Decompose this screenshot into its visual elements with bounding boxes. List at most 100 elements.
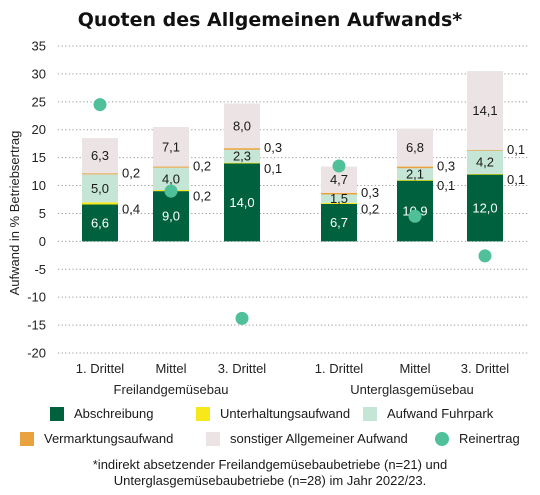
data-label: 0,4: [122, 201, 140, 216]
bar-segment-abschreibung: [82, 204, 118, 242]
data-label: 14,0: [229, 195, 254, 210]
value-labels: 6,6 5,0 6,3 0,2 0,4 9,0 4,0 7,1 0,2 0,2 14,0 2,3 8,0…: [91, 103, 525, 230]
chart: Quoten des Allgemeinen Aufwands* 35 30 25 2…: [7, 9, 528, 397]
legend-swatch: [196, 406, 210, 421]
bar-segment-sonstiger: [82, 138, 118, 174]
bar-segment-sonstiger: [224, 103, 260, 149]
y-tick-label: 35: [32, 39, 46, 54]
data-label: 0,2: [193, 159, 211, 174]
x-tick-label: Mittel: [399, 361, 430, 376]
data-label: 0,1: [507, 172, 525, 187]
data-label: 6,8: [406, 140, 424, 155]
y-axis-label: Aufwand in % Betriebsertrag: [7, 131, 22, 296]
bar-segment-fuhrpark: [467, 150, 503, 174]
bar-segment-abschreibung: [321, 203, 357, 242]
bar-segment-vermarktung: [224, 148, 260, 150]
data-label: 2,3: [233, 149, 251, 164]
bar-segment-vermarktung: [153, 166, 189, 168]
bar-segment-vermarktung: [467, 149, 503, 151]
y-tick-label: -10: [27, 290, 46, 305]
bar-segment-unterhaltung: [82, 202, 118, 205]
bar-segment-vermarktung: [82, 173, 118, 175]
data-label: 0,1: [264, 161, 282, 176]
data-label: 0,3: [264, 140, 282, 155]
x-group-label: Freilandgemüsebau: [114, 382, 229, 397]
bar-segment-fuhrpark: [82, 174, 118, 203]
bar-segment-fuhrpark: [321, 194, 357, 203]
gridlines: [58, 45, 528, 354]
data-label: 4,7: [330, 172, 348, 187]
legend-label: Unterhaltungsaufwand: [220, 406, 351, 421]
reinertrag-point: [478, 249, 492, 263]
x-tick-label: 1. Drittel: [315, 361, 364, 376]
data-label: 2,1: [406, 167, 424, 182]
y-tick-label: 15: [32, 150, 46, 165]
legend-item-vermarktungsaufwand: Vermarktungsaufwand: [20, 431, 173, 446]
legend-item-abschreibung: Abschreibung: [50, 406, 154, 421]
footnote: *indirekt absetzender Freilandgemüsebaub…: [0, 457, 540, 489]
data-label: 5,0: [91, 181, 109, 196]
data-label: 9,0: [162, 209, 180, 224]
y-tick-label: 0: [39, 234, 46, 249]
legend-label: Abschreibung: [74, 406, 154, 421]
data-label: 4,2: [476, 155, 494, 170]
data-label: 6,7: [330, 215, 348, 230]
legend-item-reinertrag: Reinertrag: [435, 431, 520, 446]
bar-segment-fuhrpark: [397, 168, 433, 180]
legend-label: Reinertrag: [459, 431, 520, 446]
y-tick-label: -5: [34, 262, 46, 277]
legend-label: sonstiger Allgemeiner Aufwand: [230, 431, 408, 446]
bar-segment-fuhrpark: [153, 167, 189, 191]
y-tick-label: 30: [32, 66, 46, 81]
bar-segment-vermarktung: [397, 166, 433, 169]
data-label: 14,1: [472, 103, 497, 118]
y-tick-label: -15: [27, 318, 46, 333]
x-tick-label: 3. Drittel: [461, 361, 510, 376]
bar-segment-unterhaltung: [397, 179, 433, 181]
data-label: 12,0: [472, 200, 497, 215]
legend: Abschreibung Unterhaltungsaufwand Aufwan…: [0, 400, 540, 452]
x-tick-label: 1. Drittel: [76, 361, 125, 376]
data-label: 7,1: [162, 139, 180, 154]
data-label: 0,1: [507, 142, 525, 157]
legend-item-sonstiger-aufwand: sonstiger Allgemeiner Aufwand: [206, 431, 408, 446]
bars: [82, 71, 503, 242]
data-label: 4,0: [162, 171, 180, 186]
bar-segment-unterhaltung: [224, 162, 260, 164]
bar-segment-abschreibung: [224, 163, 260, 242]
data-label: 0,2: [193, 189, 211, 204]
data-label: 0,3: [361, 185, 379, 200]
legend-label: Vermarktungsaufwand: [44, 431, 174, 446]
legend-label: Aufwand Fuhrpark: [387, 406, 494, 421]
reinertrag-point: [164, 184, 178, 198]
y-tick-label: 20: [32, 122, 46, 137]
bar-segment-sonstiger: [467, 71, 503, 150]
data-label: 6,6: [91, 215, 109, 230]
y-tick-label: 25: [32, 94, 46, 109]
bar-segment-unterhaltung: [467, 173, 503, 175]
y-tick-label: -20: [27, 346, 46, 361]
legend-item-aufwand-fuhrpark: Aufwand Fuhrpark: [363, 406, 493, 421]
legend-swatch: [435, 431, 449, 446]
bar-segment-unterhaltung: [321, 202, 357, 204]
data-label: 0,2: [122, 165, 140, 180]
data-label: 6,3: [91, 148, 109, 163]
reinertrag-point: [235, 311, 249, 325]
chart-title: Quoten des Allgemeinen Aufwands*: [78, 9, 463, 31]
footnote-line-1: *indirekt absetzender Freilandgemüsebaub…: [92, 457, 448, 472]
x-tick-label: Mittel: [155, 361, 186, 376]
legend-swatch: [206, 431, 220, 446]
legend-swatch: [363, 406, 377, 421]
reinertrag-point: [332, 159, 346, 173]
data-label: 8,0: [233, 118, 251, 133]
legend-swatch: [20, 431, 34, 446]
bar-segment-abschreibung: [153, 191, 189, 242]
reinertrag-point: [408, 209, 422, 223]
y-axis-ticks: 35 30 25 20 15 10 5 0 -5 -10 -15 -20: [27, 39, 46, 361]
x-axis-labels: 1. Drittel Mittel 3. Drittel Freilandgemüse…: [76, 361, 510, 397]
bar-segment-sonstiger: [153, 126, 189, 167]
bar-segment-abschreibung: [467, 174, 503, 242]
y-tick-label: 5: [39, 206, 46, 221]
reinertrag-point: [93, 98, 107, 112]
x-tick-label: 3. Drittel: [218, 361, 267, 376]
